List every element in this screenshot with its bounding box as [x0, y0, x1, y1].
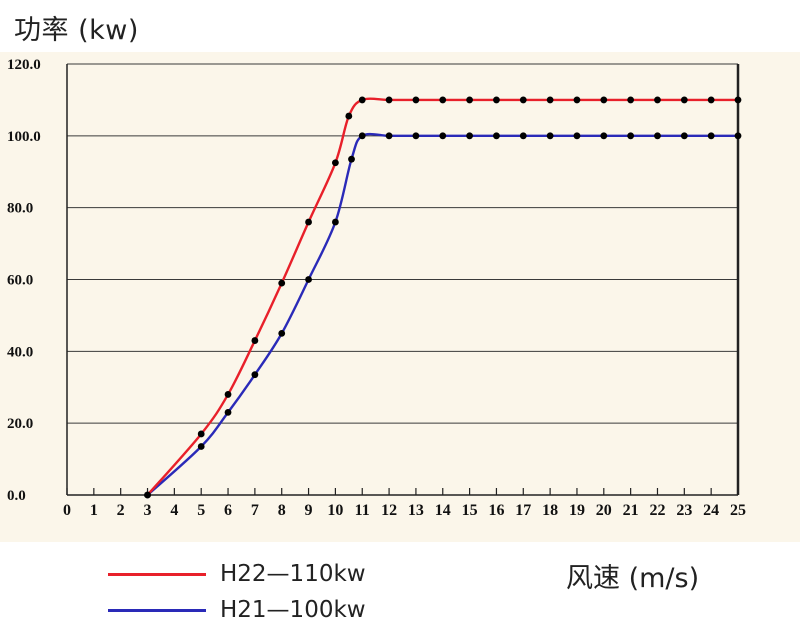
y-axis-title: 功率 (kw)	[14, 15, 139, 46]
data-point	[707, 96, 715, 104]
data-point	[707, 132, 715, 140]
data-point	[345, 112, 353, 120]
data-point	[144, 491, 151, 499]
data-point	[197, 430, 205, 438]
data-point	[573, 132, 581, 140]
y-tick-label: 80.0	[7, 201, 33, 217]
data-point	[224, 391, 232, 398]
data-point	[251, 371, 259, 379]
series-points	[144, 96, 742, 499]
x-tick-label: 2	[117, 502, 125, 519]
x-tick-label: 21	[623, 502, 639, 519]
legend-label-h22: H22—110kw	[220, 561, 366, 587]
y-tick-label: 40.0	[7, 344, 33, 360]
x-tick-label: 1	[90, 502, 98, 519]
x-tick-label: 3	[144, 502, 152, 519]
x-axis-title: 风速 (m/s)	[566, 563, 700, 594]
data-point	[573, 96, 581, 104]
x-tick-label: 5	[197, 502, 205, 519]
x-tick-label: 4	[170, 502, 178, 519]
x-tick-label: 20	[596, 502, 612, 519]
x-tick-label: 15	[462, 502, 478, 519]
data-point	[332, 218, 339, 226]
data-point	[493, 132, 500, 140]
x-tick-label: 11	[355, 502, 370, 519]
y-tick-label: 100.0	[7, 129, 41, 145]
x-tick-label: 16	[488, 502, 504, 519]
data-point	[305, 276, 312, 283]
data-point	[734, 96, 742, 104]
data-point	[627, 132, 635, 140]
data-point	[519, 96, 527, 104]
data-point	[546, 132, 554, 140]
data-point	[278, 279, 286, 287]
x-tick-label: 23	[676, 502, 692, 519]
y-tick-label: 60.0	[7, 273, 33, 289]
data-point	[439, 132, 447, 140]
x-tick-label: 6	[224, 502, 232, 519]
legend-swatch-h22	[108, 572, 206, 576]
x-tick-label: 18	[542, 502, 558, 519]
x-tick-label: 9	[305, 502, 313, 519]
x-tick-label: 7	[251, 502, 259, 519]
data-point	[627, 96, 635, 104]
data-point	[466, 96, 473, 104]
x-tick-label: 25	[730, 502, 746, 519]
y-tick-label: 120.0	[7, 57, 41, 73]
data-point	[412, 96, 420, 104]
x-tick-label: 12	[381, 502, 397, 519]
data-point	[466, 132, 473, 140]
x-tick-label: 8	[278, 502, 286, 519]
x-tick-label: 17	[515, 502, 531, 519]
data-point	[385, 96, 393, 104]
x-tick-label: 10	[327, 502, 343, 519]
data-point	[546, 96, 554, 104]
data-point	[519, 132, 527, 140]
legend-item-h21: H21—100kw	[108, 592, 366, 628]
data-point	[654, 132, 661, 140]
data-point	[412, 132, 420, 140]
y-tick-labels: 0.0 20.0 40.0 60.0 80.0 100.0 120.0	[7, 57, 41, 504]
data-point	[358, 96, 366, 104]
data-point	[680, 132, 688, 140]
data-point	[332, 159, 339, 167]
data-point	[348, 155, 355, 163]
data-point	[224, 408, 232, 416]
legend-swatch-h21	[108, 608, 206, 612]
data-point	[600, 96, 608, 104]
data-point	[358, 132, 366, 140]
x-tick-labels: 0 1 2 3 4 5 6 7 8 9 10 11 12 13 14 15 16 17 18 19 20 21 22 23 24…	[63, 502, 746, 519]
x-tick-label: 14	[435, 502, 451, 519]
x-tick-label: 13	[408, 502, 424, 519]
y-tick-label: 20.0	[7, 416, 33, 432]
data-point	[600, 132, 608, 140]
data-point	[439, 96, 447, 104]
data-point	[197, 443, 205, 450]
data-point	[734, 132, 742, 140]
y-tick-label: 0.0	[7, 488, 26, 504]
data-point	[654, 96, 661, 104]
grid-lines	[67, 63, 738, 424]
data-point	[385, 132, 393, 140]
x-tick-label: 19	[569, 502, 585, 519]
x-tick-label: 24	[703, 502, 719, 519]
data-point	[305, 218, 312, 226]
x-tick-label: 22	[649, 502, 665, 519]
data-point	[680, 96, 688, 104]
x-tick-label: 0	[63, 502, 71, 519]
chart-background	[0, 52, 800, 542]
data-point	[278, 329, 286, 337]
data-point	[251, 337, 259, 344]
legend: H22—110kw H21—100kw	[108, 556, 366, 628]
data-point	[493, 96, 500, 104]
legend-label-h21: H21—100kw	[220, 597, 366, 623]
legend-item-h22: H22—110kw	[108, 556, 366, 592]
